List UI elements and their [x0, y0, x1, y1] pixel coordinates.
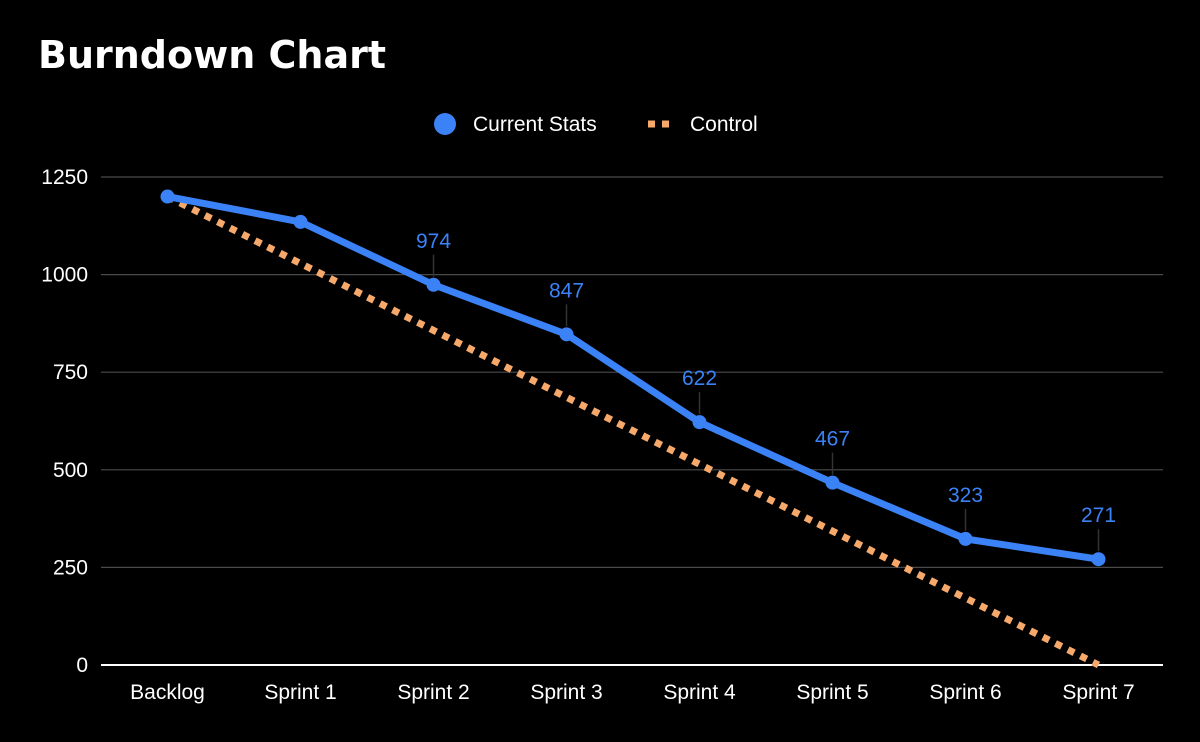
- chart-title: Burndown Chart: [38, 33, 386, 77]
- x-tick-label: Sprint 1: [264, 681, 336, 704]
- x-tick-label: Sprint 2: [397, 681, 469, 704]
- gridlines: [101, 176, 1163, 569]
- x-tick-label: Sprint 4: [663, 681, 736, 704]
- legend-label-control: Control: [690, 113, 758, 136]
- x-tick-label: Sprint 3: [530, 681, 602, 704]
- data-labels: 974 847 622 467 323 271: [416, 230, 1116, 552]
- x-tick-label: Sprint 6: [929, 681, 1001, 704]
- data-label: 974: [416, 230, 451, 253]
- data-point-current-stats: [426, 277, 441, 292]
- x-tick-label: Sprint 5: [796, 681, 868, 704]
- data-point-current-stats: [1091, 552, 1106, 567]
- y-tick-label: 1000: [41, 264, 88, 287]
- y-tick-label: 0: [76, 654, 88, 677]
- data-label: 622: [682, 367, 717, 390]
- legend-label-current-stats: Current Stats: [473, 113, 597, 136]
- data-point-current-stats: [958, 531, 973, 546]
- series-line-current-stats: [164, 193, 1102, 563]
- data-point-current-stats: [825, 475, 840, 490]
- legend-marker-current-stats: [434, 113, 456, 135]
- y-tick-label: 750: [53, 361, 88, 384]
- series-line-control: [165, 193, 1101, 669]
- data-label: 467: [815, 428, 850, 451]
- data-point-current-stats: [293, 214, 308, 229]
- data-point-current-stats: [160, 189, 175, 204]
- series: [160, 189, 1106, 669]
- x-tick-label: Sprint 7: [1062, 681, 1134, 704]
- y-tick-label: 250: [53, 556, 88, 579]
- axes: 0 250 500 750 1000 1250 Backlog Sprint 1 Sprint …: [41, 166, 1163, 704]
- data-point-current-stats: [692, 415, 707, 430]
- data-label: 271: [1081, 504, 1116, 527]
- data-label: 847: [549, 279, 584, 302]
- legend[interactable]: Current Stats Control: [434, 113, 758, 136]
- data-label: 323: [948, 484, 983, 507]
- x-tick-label: Backlog: [130, 681, 205, 704]
- y-tick-label: 1250: [41, 166, 88, 189]
- y-tick-label: 500: [53, 459, 88, 482]
- data-point-current-stats: [559, 327, 574, 342]
